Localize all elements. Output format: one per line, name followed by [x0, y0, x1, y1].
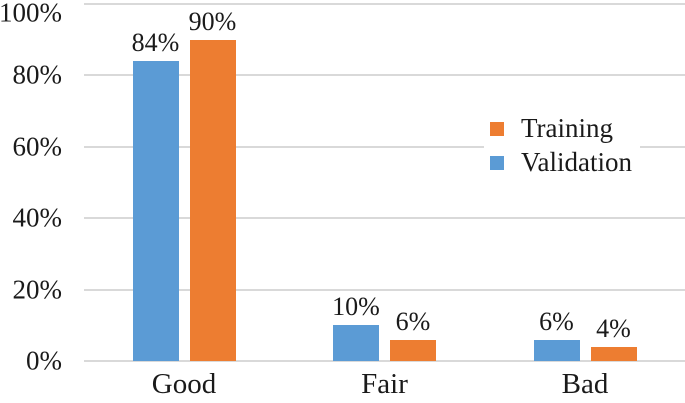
- gridline-40%: [84, 217, 685, 220]
- bar-training-bad: [590, 346, 637, 361]
- data-label-validation-fair: 10%: [332, 292, 380, 322]
- data-label-validation-bad: 6%: [539, 306, 574, 336]
- data-label-training-fair: 6%: [395, 306, 431, 336]
- category-label-fair: Fair: [361, 368, 408, 400]
- data-label-validation-good: 84%: [131, 28, 180, 58]
- data-label-training-bad: 4%: [596, 313, 631, 343]
- gridline-60%: [84, 145, 685, 148]
- training-swatch-icon: [490, 121, 504, 136]
- category-label-good: Good: [151, 368, 217, 400]
- bar-training-good: [189, 39, 236, 361]
- bar-training-fair: [390, 339, 436, 361]
- gridline-80%: [84, 74, 685, 77]
- bar-validation-fair: [333, 325, 379, 361]
- gridline-0%: [84, 360, 685, 362]
- legend-label-validation: Validation: [521, 147, 632, 177]
- legend-item-validation: Validation: [490, 148, 632, 177]
- legend-label-training: Training: [521, 113, 614, 143]
- y-tick-label: 80%: [12, 59, 63, 90]
- bar-validation-good: [132, 61, 179, 361]
- validation-swatch-icon: [490, 155, 504, 170]
- legend: Training Validation: [484, 110, 640, 181]
- y-tick-label: 40%: [12, 202, 63, 233]
- y-tick-label: 0%: [26, 345, 62, 376]
- legend-item-training: Training: [490, 114, 632, 143]
- data-label-training-good: 90%: [188, 6, 237, 36]
- y-tick-label: 20%: [12, 274, 63, 305]
- y-tick-label: 60%: [12, 131, 63, 162]
- bar-validation-bad: [533, 339, 580, 361]
- y-tick-label: 100%: [0, 0, 62, 28]
- category-label-bad: Bad: [561, 368, 609, 400]
- gridline-100%: [84, 3, 685, 5]
- gridline-20%: [84, 288, 685, 291]
